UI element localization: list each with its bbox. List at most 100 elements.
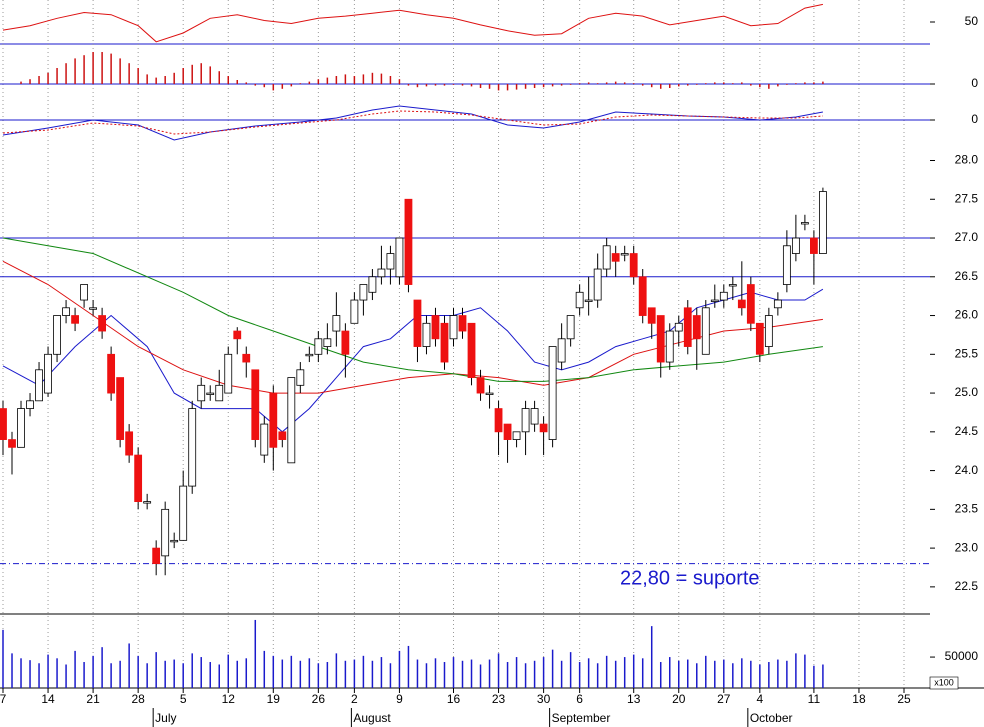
candle-body	[80, 284, 88, 301]
candle-body	[819, 191, 827, 254]
candle-body	[620, 253, 629, 256]
candle-body	[332, 315, 341, 332]
candle-body	[296, 369, 305, 386]
candle-body	[224, 353, 233, 394]
x-tick-label: 11	[808, 692, 821, 706]
y-tick-label: 24.5	[955, 424, 979, 438]
candle-body	[800, 222, 809, 225]
candle-body	[287, 377, 296, 464]
y-tick-label: 50000	[945, 649, 979, 663]
candle-body	[431, 315, 440, 340]
x-tick-label: 4	[756, 692, 763, 706]
candle-body	[314, 338, 323, 355]
candle-body	[791, 237, 800, 254]
candle-body	[440, 322, 449, 363]
moving-average	[2, 237, 823, 382]
candle-body	[611, 253, 620, 262]
candle-body	[602, 245, 611, 270]
candle-body	[665, 330, 674, 363]
x-tick-label: 9	[396, 692, 403, 706]
x-tick-label: 14	[41, 692, 55, 706]
candle-body	[143, 501, 152, 504]
candle-body	[341, 330, 350, 355]
candle-body	[755, 322, 764, 355]
candle-body	[692, 315, 701, 340]
candle-body	[404, 198, 413, 285]
candle-body	[206, 392, 215, 395]
month-label: October	[750, 711, 793, 725]
candle-body	[233, 330, 242, 340]
indicator-line	[2, 110, 823, 135]
candle-body	[35, 369, 43, 402]
x-tick-label: 12	[222, 692, 236, 706]
x-tick-label: 25	[897, 692, 911, 706]
y-tick-label: 25.5	[955, 346, 979, 360]
candle-body	[638, 276, 647, 316]
candle-body	[89, 307, 97, 310]
unit-box	[929, 676, 959, 690]
month-label: August	[353, 711, 391, 725]
candle-body	[242, 353, 251, 363]
y-tick-label: 50	[965, 14, 979, 28]
candle-body	[737, 299, 746, 309]
candle-body	[359, 284, 368, 301]
candle-body	[458, 315, 467, 332]
y-tick-label: 26.0	[955, 308, 979, 322]
candle-body	[179, 485, 188, 541]
candle-body	[44, 353, 52, 394]
candle-body	[476, 377, 485, 394]
candle-body	[386, 253, 395, 270]
candle-body	[566, 315, 575, 340]
candle-body	[116, 377, 125, 440]
candle-body	[593, 268, 602, 301]
candle-body	[557, 338, 566, 363]
x-tick-label: 5	[180, 692, 187, 706]
candle-body	[449, 315, 458, 340]
month-label: September	[552, 711, 611, 725]
y-tick-label: 23.5	[955, 502, 979, 516]
candle-body	[710, 299, 719, 302]
candle-body	[467, 322, 476, 378]
candle-body	[134, 454, 143, 502]
y-tick-label: 27.0	[955, 230, 979, 244]
candle-body	[395, 237, 404, 278]
candle-body	[377, 268, 386, 278]
candle-body	[647, 307, 656, 324]
candle-body	[521, 408, 530, 433]
candle-body	[728, 284, 737, 287]
candle-body	[701, 307, 710, 355]
candle-body	[512, 431, 521, 440]
candle-body	[413, 299, 422, 347]
candle-body	[368, 276, 377, 293]
x-tick-label: 26	[312, 692, 326, 706]
candle-body	[773, 299, 782, 309]
candle-body	[539, 423, 548, 433]
y-tick-label: 0	[971, 76, 978, 90]
y-tick-label: 23.0	[955, 540, 979, 554]
candle-body	[656, 315, 665, 363]
x-tick-label: 6	[576, 692, 583, 706]
candle-body	[269, 392, 278, 448]
candle-body	[350, 299, 359, 324]
y-tick-label: 25.0	[955, 385, 979, 399]
candle-body	[278, 431, 287, 440]
indicator-line	[2, 3, 824, 43]
candle-body	[485, 392, 494, 395]
x-tick-label: 21	[86, 692, 100, 706]
x-tick-label: 16	[447, 692, 461, 706]
x-tick-label: 20	[672, 692, 686, 706]
candle-body	[719, 291, 728, 301]
month-label: July	[155, 711, 176, 725]
x-tick-label: 23	[492, 692, 506, 706]
x-tick-label: 27	[717, 692, 731, 706]
y-tick-label: 26.5	[955, 269, 979, 283]
unit-label: x100	[934, 677, 954, 687]
candle-body	[530, 408, 539, 425]
candle-body	[71, 315, 79, 324]
y-tick-label: 22.5	[955, 579, 979, 593]
candle-body	[215, 384, 224, 402]
candle-body	[584, 299, 593, 302]
candle-body	[494, 408, 503, 433]
